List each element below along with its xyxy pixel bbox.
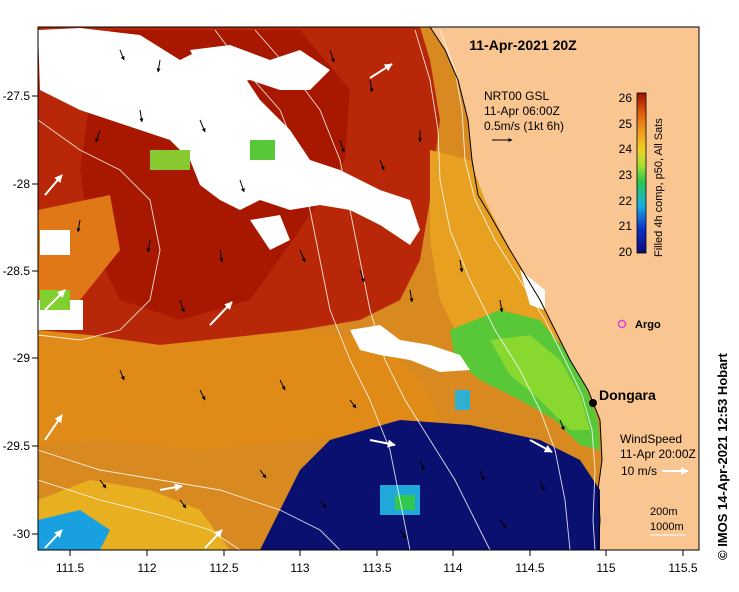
cloud-mask bbox=[40, 230, 70, 255]
sst-cold-region bbox=[260, 420, 600, 550]
x-tick-label: 114.5 bbox=[515, 561, 544, 575]
current-legend-scale: 0.5m/s (1kt 6h) bbox=[484, 119, 564, 133]
sst-coastal-region bbox=[430, 150, 560, 360]
colorbar-tick: 21 bbox=[619, 219, 633, 233]
x-tick-label: 112.5 bbox=[209, 561, 238, 575]
bathymetry-legend-1000: 1000m bbox=[650, 521, 684, 533]
town-label: Dongara bbox=[599, 387, 656, 403]
x-tick-label: 115 bbox=[596, 561, 615, 575]
y-axis bbox=[32, 95, 38, 535]
y-tick-label: -28 bbox=[13, 177, 31, 191]
cloud-mask bbox=[520, 270, 545, 310]
current-legend-source: NRT00 GSL bbox=[484, 89, 549, 103]
x-tick-label: 112 bbox=[137, 561, 156, 575]
wind-vectors bbox=[41, 57, 553, 549]
argo-marker: Argo bbox=[617, 319, 661, 331]
colorbar-tick: 25 bbox=[619, 117, 633, 131]
colorbar-label: Filled 4h comp, p50, All Sats bbox=[653, 118, 665, 257]
sst-patch bbox=[150, 150, 190, 170]
cloud-mask bbox=[250, 215, 290, 250]
current-vectors bbox=[76, 49, 565, 539]
argo-label: Argo bbox=[635, 319, 661, 331]
sst-cold-region-3 bbox=[38, 510, 110, 550]
coastline bbox=[429, 26, 603, 551]
map-title: 11-Apr-2021 20Z bbox=[469, 37, 577, 53]
cloud-mask bbox=[38, 28, 420, 245]
wind-legend-title: WindSpeed bbox=[620, 432, 682, 446]
colorbar-tick: 24 bbox=[619, 142, 633, 156]
x-tick-label: 115.5 bbox=[668, 561, 697, 575]
copyright-text: © IMOS 14-Apr-2021 12:53 Hobart bbox=[715, 353, 730, 560]
town-dot-icon bbox=[589, 399, 597, 407]
x-tick-label: 111.5 bbox=[56, 561, 85, 575]
colorbar: 26 25 24 23 22 21 20 Filled 4h comp, p50… bbox=[619, 91, 665, 259]
wind-legend-scale: 10 m/s bbox=[621, 464, 657, 478]
town-marker: Dongara bbox=[589, 387, 656, 407]
x-axis bbox=[69, 550, 684, 556]
colorbar-tick: 26 bbox=[619, 91, 633, 105]
sst-green-region-2 bbox=[490, 335, 590, 430]
argo-icon bbox=[617, 319, 627, 329]
sst-patch bbox=[395, 495, 415, 510]
y-tick-label: -27.5 bbox=[3, 89, 31, 103]
current-legend-time: 11-Apr 06:00Z bbox=[484, 104, 560, 118]
x-tick-label: 114 bbox=[443, 561, 462, 575]
colorbar-tick: 23 bbox=[619, 168, 633, 182]
current-legend: NRT00 GSL 11-Apr 06:00Z 0.5m/s (1kt 6h) bbox=[484, 89, 564, 142]
bathymetry-contours bbox=[38, 29, 596, 550]
sst-patch bbox=[455, 390, 470, 410]
colorbar-tick: 20 bbox=[619, 245, 633, 259]
plot-frame bbox=[37, 26, 700, 551]
colorbar-tick: 22 bbox=[619, 194, 633, 208]
x-tick-label: 113 bbox=[290, 561, 309, 575]
bathymetry-legend-200: 200m bbox=[650, 506, 678, 518]
wind-legend: WindSpeed 11-Apr 20:00Z 10 m/s bbox=[620, 432, 696, 478]
y-tick-label: -29.5 bbox=[3, 439, 31, 453]
colorbar-scale bbox=[636, 92, 647, 254]
sst-mid-region bbox=[38, 330, 440, 450]
wind-legend-time: 11-Apr 20:00Z bbox=[620, 447, 696, 461]
bathymetry-legend: 200m 1000m bbox=[650, 506, 686, 536]
y-tick-label: -28.5 bbox=[3, 264, 31, 278]
sst-patch bbox=[250, 140, 275, 160]
cloud-mask bbox=[190, 45, 330, 90]
cloud-mask bbox=[350, 325, 470, 372]
y-tick-label: -29 bbox=[13, 351, 31, 365]
x-tick-label: 113.5 bbox=[362, 561, 391, 575]
sst-mid-region-2 bbox=[38, 195, 120, 300]
y-tick-label: -30 bbox=[13, 527, 31, 541]
